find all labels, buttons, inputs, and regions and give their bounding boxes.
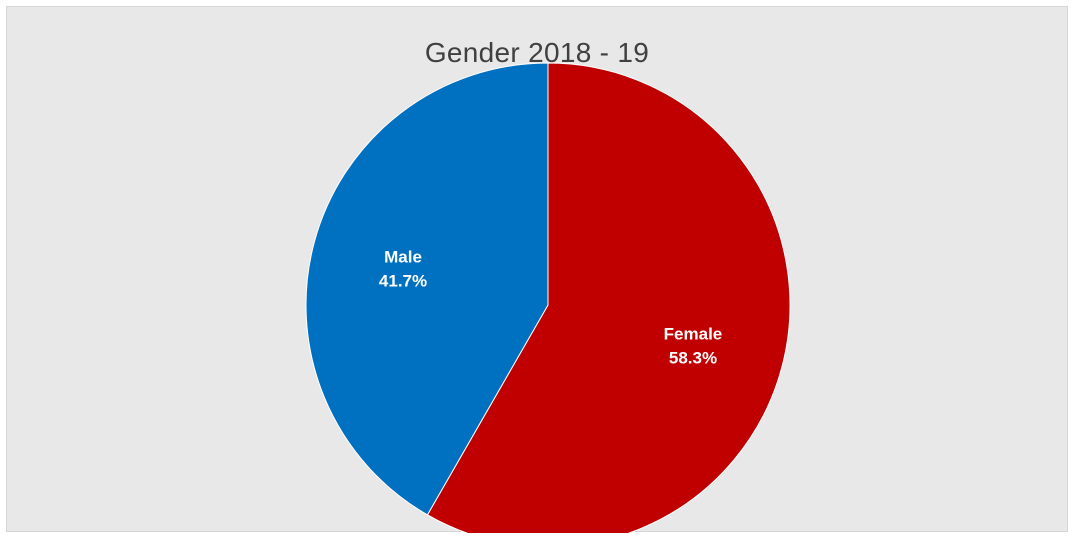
chart-area: Gender 2018 - 19 Female 58.3% Male 41.7% [6, 6, 1068, 533]
data-label-male: Male 41.7% [379, 247, 427, 290]
pie-slice-female [426, 62, 791, 533]
pie-slice-male [305, 62, 549, 516]
data-label-female: Female 58.3% [664, 325, 723, 368]
pie-chart: Female 58.3% Male 41.7% [305, 62, 791, 533]
